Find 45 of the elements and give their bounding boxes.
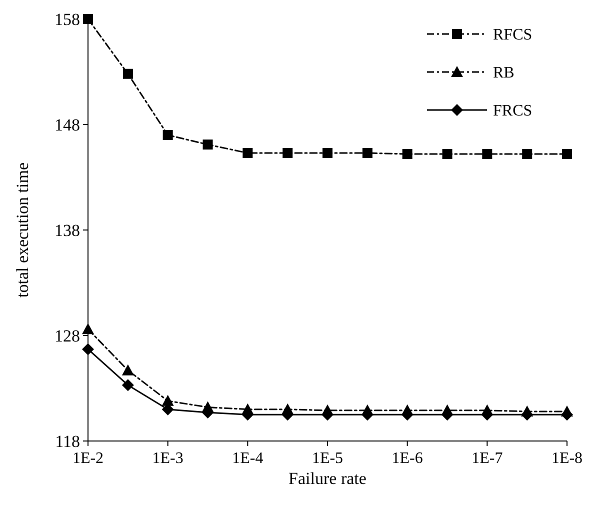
point [162,130,173,140]
point [282,403,294,414]
legend-label: RFCS [493,26,532,44]
y-tick-label: 148 [54,115,80,134]
point [361,404,374,416]
point [82,343,94,356]
point [202,140,213,150]
x-tick-label: 1E-4 [232,450,264,467]
x-tick-label: 1E-8 [551,450,583,467]
point [242,403,254,414]
point [561,405,573,416]
point [482,149,492,160]
point [521,405,534,416]
x-tick-label: 1E-6 [392,450,423,467]
x-tick-label: 1E-5 [312,450,344,467]
x-axis-title: Failure rate [288,469,366,488]
y-tick-label: 138 [54,220,80,240]
y-tick-label: 128 [54,326,80,346]
point [401,404,414,416]
legend-label: FRCS [493,102,532,120]
point [362,148,372,158]
point [402,149,412,160]
point [282,148,293,158]
point [202,401,214,412]
y-axis-title: total execution time [13,162,32,298]
x-tick-label: 1E-3 [152,450,184,467]
y-tick-label: 158 [54,10,80,29]
point [441,404,454,416]
point [242,148,253,158]
point [162,394,174,406]
x-tick-label: 1E-2 [72,450,104,467]
point [82,323,94,334]
y-tick-label: 118 [55,432,80,451]
point [322,404,334,416]
point [122,379,134,392]
legend-label: RB [493,64,514,82]
point [83,14,93,24]
point [322,148,332,158]
point [481,404,494,416]
point [562,149,572,160]
point [522,149,532,160]
x-tick-label: 1E-7 [472,450,503,467]
point [442,149,452,160]
point [122,364,134,376]
point [122,68,133,79]
